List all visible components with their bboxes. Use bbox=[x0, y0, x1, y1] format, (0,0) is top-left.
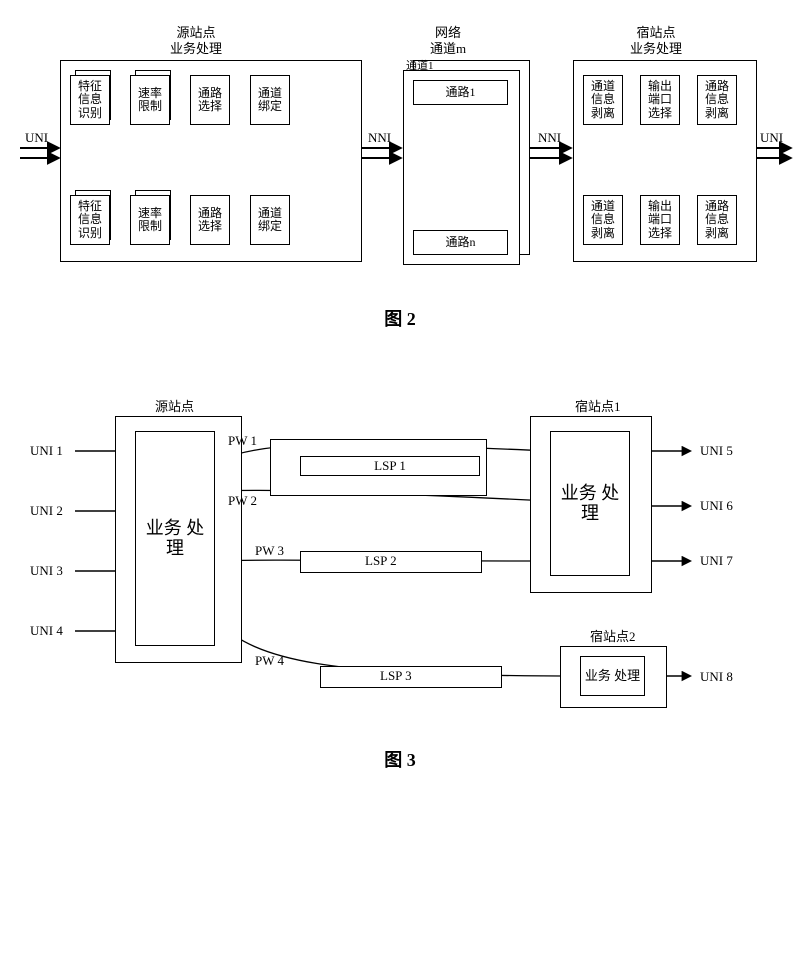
nni-2: NNI bbox=[538, 130, 561, 146]
outport-t: 输出 端口 选择 bbox=[640, 75, 680, 125]
dst2-biz: 业务 处理 bbox=[580, 656, 645, 696]
uni-l: UNI bbox=[25, 130, 48, 146]
src-title: 源站点 业务处理 bbox=[170, 25, 222, 56]
chstrip-t: 通道 信息 剥离 bbox=[583, 75, 623, 125]
dst2-title: 宿站点2 bbox=[590, 629, 636, 645]
outport-b: 输出 端口 选择 bbox=[640, 195, 680, 245]
feat-b: 特征 信息 识别 bbox=[70, 195, 110, 245]
feat-t: 特征 信息 识别 bbox=[70, 75, 110, 125]
ch1-label: 通道1 bbox=[406, 60, 434, 73]
pathstrip-b: 通路 信息 剥离 bbox=[697, 195, 737, 245]
uni1: UNI 1 bbox=[30, 443, 63, 459]
dst1-title: 宿站点1 bbox=[575, 399, 621, 415]
nni-1: NNI bbox=[368, 130, 391, 146]
lsp1-inner: LSP 1 bbox=[300, 456, 480, 476]
pw4: PW 4 bbox=[255, 653, 284, 669]
pathsel-b: 通路 选择 bbox=[190, 195, 230, 245]
uni5: UNI 5 bbox=[700, 443, 733, 459]
path-1: 通路1 bbox=[413, 80, 508, 105]
fig3-caption: 图 3 bbox=[20, 746, 780, 772]
figure-2: ⋮ ⋮ ⋮ ⋮ 源站点 业务处理 网络 通道m 宿站点 业务处理 特征 特征 信… bbox=[20, 20, 780, 280]
figure-3: 源站点 业务 处理 LSP 1 LSP 2 LSP 3 宿站点1 业务 处理 宿… bbox=[20, 381, 780, 721]
pw3: PW 3 bbox=[255, 543, 284, 559]
rate-t: 速率 限制 bbox=[130, 75, 170, 125]
chbind-b: 通道 绑定 bbox=[250, 195, 290, 245]
src-title3: 源站点 bbox=[155, 399, 194, 415]
lsp3-label: LSP 3 bbox=[380, 668, 412, 684]
uni4: UNI 4 bbox=[30, 623, 63, 639]
uni7: UNI 7 bbox=[700, 553, 733, 569]
net-title: 网络 通道m bbox=[430, 25, 466, 56]
pathstrip-t: 通路 信息 剥离 bbox=[697, 75, 737, 125]
src-biz: 业务 处理 bbox=[135, 431, 215, 646]
path-n: 通路n bbox=[413, 230, 508, 255]
uni6: UNI 6 bbox=[700, 498, 733, 514]
pathsel-t: 通路 选择 bbox=[190, 75, 230, 125]
chstrip-b: 通道 信息 剥离 bbox=[583, 195, 623, 245]
pw1: PW 1 bbox=[228, 433, 257, 449]
uni-r: UNI bbox=[760, 130, 783, 146]
chbind-t: 通道 绑定 bbox=[250, 75, 290, 125]
rate-b: 速率 限制 bbox=[130, 195, 170, 245]
lsp2-label: LSP 2 bbox=[365, 553, 397, 569]
dst-title: 宿站点 业务处理 bbox=[630, 25, 682, 56]
uni8: UNI 8 bbox=[700, 669, 733, 685]
uni3: UNI 3 bbox=[30, 563, 63, 579]
fig2-caption: 图 2 bbox=[20, 305, 780, 331]
uni2: UNI 2 bbox=[30, 503, 63, 519]
pw2: PW 2 bbox=[228, 493, 257, 509]
dst1-biz: 业务 处理 bbox=[550, 431, 630, 576]
